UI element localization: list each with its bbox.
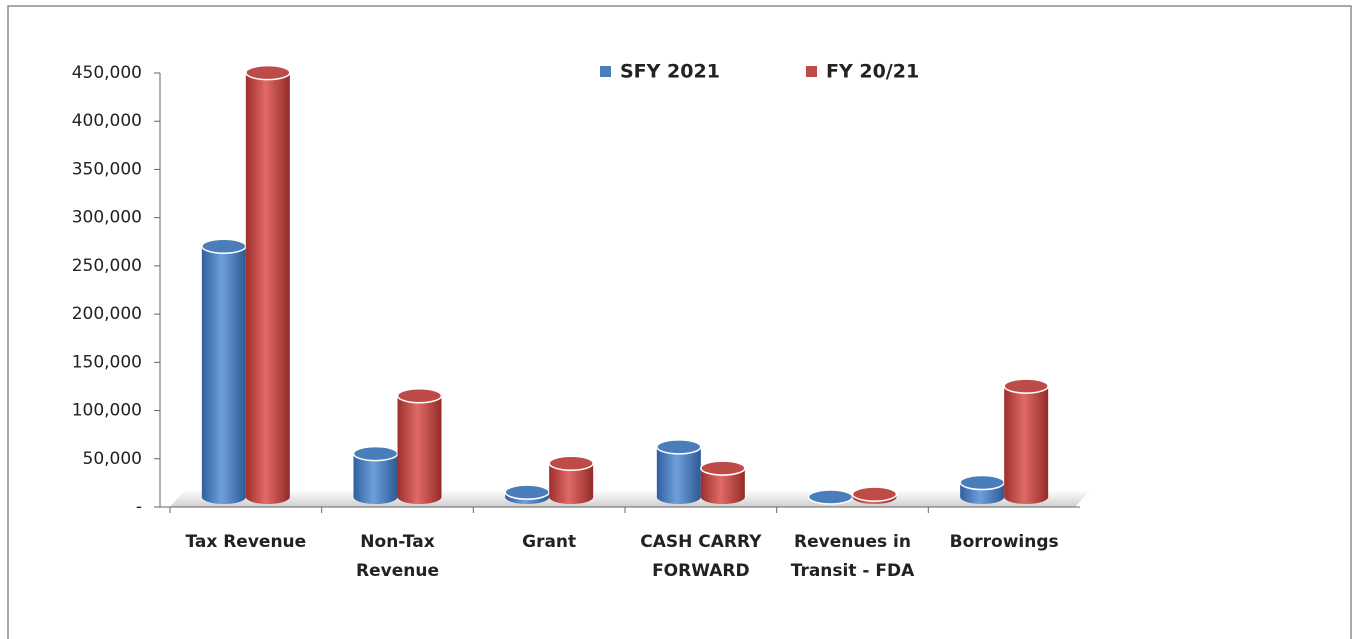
bar-top (352, 445, 399, 462)
y-tick-label: 250,000 (72, 256, 142, 276)
bar-top (656, 439, 702, 455)
floor (170, 490, 1090, 507)
legend-label: FY 20/21 (826, 61, 919, 83)
bar-top (807, 489, 854, 505)
bar-top (700, 460, 746, 476)
x-tick-label: CASH CARRY FORWARD (640, 532, 762, 581)
bar (201, 246, 246, 497)
bar-top (959, 474, 1005, 491)
legend-swatch (600, 66, 611, 77)
y-tick-label: 100,000 (72, 401, 142, 421)
x-tick-label: Non-Tax Revenue (356, 532, 439, 581)
bar (245, 72, 290, 498)
y-tick-label: 350,000 (72, 159, 142, 179)
bar (397, 395, 442, 497)
bar-top (548, 455, 594, 471)
bar (656, 446, 701, 497)
x-tick-label: Borrowings (949, 532, 1059, 552)
y-tick-label: 50,000 (83, 449, 142, 469)
x-tick-label: Revenues in Transit - FDA (790, 532, 915, 581)
y-tick-label: - (136, 497, 142, 517)
bar-top (851, 486, 898, 502)
y-tick-label: 300,000 (72, 208, 142, 228)
y-tick-label: 400,000 (72, 111, 142, 131)
bar-top (504, 484, 550, 500)
bar-top (1003, 378, 1049, 394)
y-tick-label: 150,000 (72, 352, 142, 372)
bar-top (201, 238, 247, 254)
frame (7, 5, 1352, 639)
bar (1004, 386, 1049, 497)
legend-label: SFY 2021 (620, 61, 720, 83)
bar-top (396, 387, 443, 404)
y-tick-label: 200,000 (72, 304, 142, 324)
y-tick-label: 450,000 (72, 63, 142, 83)
x-tick-label: Grant (522, 532, 577, 552)
x-tick-label: Tax Revenue (185, 532, 307, 552)
legend-swatch (806, 66, 817, 77)
bar-top (245, 64, 291, 81)
